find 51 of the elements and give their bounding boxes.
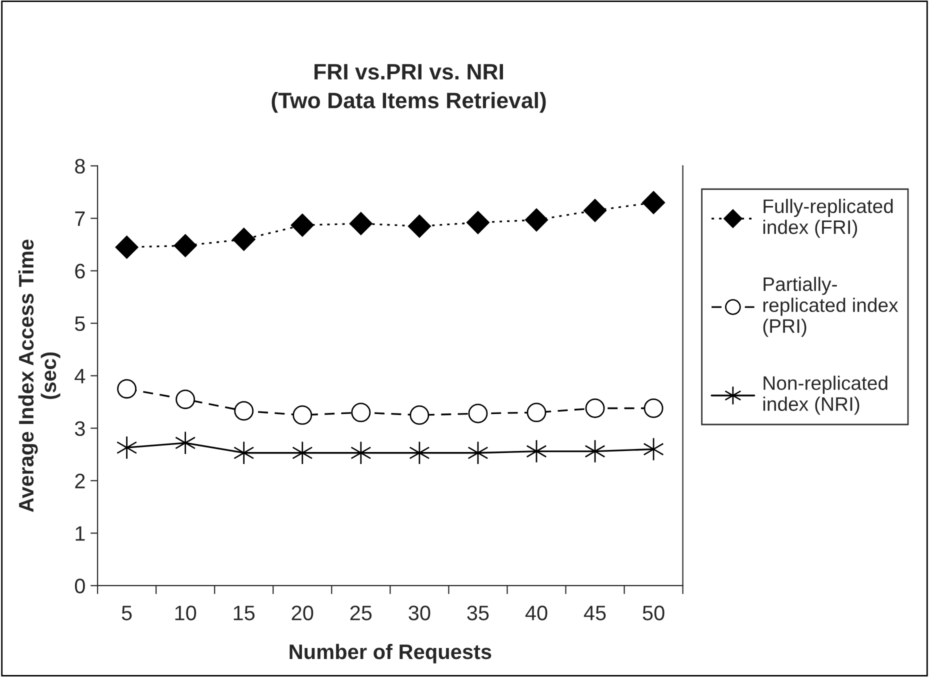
y-tick-label: 2 bbox=[75, 474, 85, 488]
x-tick-label: 5 bbox=[122, 606, 132, 620]
x-tick-label: 40 bbox=[525, 606, 548, 620]
point bbox=[349, 212, 372, 236]
x-tick-label: 50 bbox=[642, 606, 664, 620]
point bbox=[468, 404, 488, 424]
y-tick-label: 6 bbox=[75, 264, 85, 279]
legend-label: Partially- replicated index (PRI) bbox=[763, 276, 898, 337]
x-tick-label: 15 bbox=[234, 606, 255, 620]
point bbox=[174, 234, 197, 258]
point bbox=[234, 441, 254, 465]
point bbox=[116, 436, 138, 460]
y-tick-label: 4 bbox=[74, 368, 86, 384]
point bbox=[234, 401, 254, 421]
point bbox=[584, 198, 607, 222]
legend-label: Non-replicated index (NRI) bbox=[763, 376, 888, 415]
point bbox=[232, 228, 256, 251]
point bbox=[290, 214, 314, 237]
point bbox=[292, 441, 313, 465]
point bbox=[410, 405, 430, 425]
point bbox=[409, 441, 430, 465]
y-tick-label: 0 bbox=[74, 578, 85, 594]
point bbox=[644, 398, 664, 418]
point bbox=[351, 402, 371, 422]
y-tick-label: 1 bbox=[76, 526, 85, 541]
point bbox=[525, 208, 548, 232]
point bbox=[176, 390, 196, 410]
chart-title: FRI vs.PRI vs. NRI (Two Data Items Retrieval) bbox=[272, 64, 546, 113]
x-tick-label: 45 bbox=[584, 606, 606, 620]
x-tick-label: 25 bbox=[350, 606, 372, 620]
point bbox=[292, 405, 312, 425]
y-tick-label: 7 bbox=[75, 212, 85, 226]
legend-label: Fully-replicated index (FRI) bbox=[763, 198, 893, 238]
point bbox=[642, 191, 666, 214]
y-tick-label: 5 bbox=[74, 316, 85, 332]
point bbox=[117, 379, 137, 399]
point bbox=[526, 402, 546, 422]
point bbox=[175, 431, 196, 455]
point bbox=[408, 214, 431, 238]
x-tick-label: 30 bbox=[408, 606, 430, 620]
x-tick-label: 35 bbox=[467, 606, 489, 620]
x-axis-title: Number of Requests bbox=[290, 644, 492, 664]
x-tick-label: 20 bbox=[292, 606, 314, 620]
y-tick-label: 3 bbox=[74, 421, 85, 436]
point bbox=[466, 211, 490, 234]
point bbox=[350, 441, 372, 465]
point bbox=[115, 236, 138, 259]
point bbox=[585, 398, 605, 418]
x-tick-label: 10 bbox=[175, 606, 196, 620]
y-tick-label: 8 bbox=[75, 158, 85, 174]
y-axis-title: Average Index Access Time (sec) bbox=[18, 240, 60, 512]
